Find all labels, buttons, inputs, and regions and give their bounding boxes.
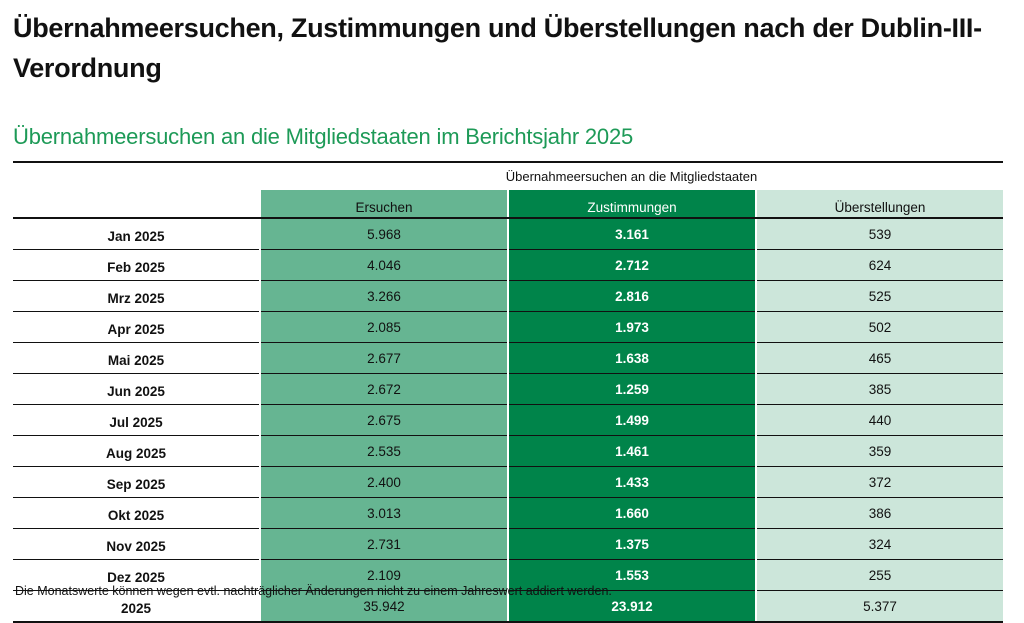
table-row: Sep 2025 2.400 1.433 372 <box>13 466 1004 498</box>
row-label: Feb 2025 <box>13 249 260 281</box>
empty-cell <box>13 190 260 219</box>
cell-ueberstellungen: 465 <box>756 342 1004 374</box>
table-row: Jan 2025 5.968 3.161 539 <box>13 218 1004 250</box>
row-label: Mai 2025 <box>13 342 260 374</box>
cell-ueberstellungen: 385 <box>756 373 1004 405</box>
group-header: Übernahmeersuchen an die Mitgliedstaaten <box>505 169 758 184</box>
table-row: Jun 2025 2.672 1.259 385 <box>13 373 1004 405</box>
cell-ersuchen: 2.731 <box>259 528 509 560</box>
cell-ersuchen: 4.046 <box>259 249 509 281</box>
cell-ersuchen: 5.968 <box>259 218 509 250</box>
cell-zustimmungen: 2.816 <box>507 280 757 312</box>
cell-ersuchen: 3.266 <box>259 280 509 312</box>
cell-ueberstellungen: 255 <box>756 559 1004 591</box>
table-subtitle: Übernahmeersuchen an die Mitgliedstaaten… <box>13 124 634 149</box>
cell-ueberstellungen: 525 <box>756 280 1004 312</box>
cell-ueberstellungen: 359 <box>756 435 1004 467</box>
cell-ersuchen: 2.675 <box>259 404 509 436</box>
dublin-table: Übernahmeersuchen an die Mitgliedstaaten… <box>13 161 1004 623</box>
row-label: Sep 2025 <box>13 466 260 498</box>
column-header-zustimmungen: Zustimmungen <box>507 190 757 219</box>
row-label: Okt 2025 <box>13 497 260 529</box>
cell-zustimmungen: 1.638 <box>507 342 757 374</box>
column-header-ersuchen: Ersuchen <box>259 190 509 219</box>
row-label: Mrz 2025 <box>13 280 260 312</box>
row-label: Jun 2025 <box>13 373 260 405</box>
cell-ersuchen: 2.400 <box>259 466 509 498</box>
row-label: Jul 2025 <box>13 404 260 436</box>
cell-ersuchen: 2.535 <box>259 435 509 467</box>
cell-zustimmungen: 3.161 <box>507 218 757 250</box>
cell-zustimmungen: 1.433 <box>507 466 757 498</box>
table-row: Okt 2025 3.013 1.660 386 <box>13 497 1004 529</box>
cell-ueberstellungen: 372 <box>756 466 1004 498</box>
row-label: Jan 2025 <box>13 218 260 250</box>
cell-ersuchen: 2.677 <box>259 342 509 374</box>
cell-zustimmungen: 1.375 <box>507 528 757 560</box>
cell-zustimmungen: 1.660 <box>507 497 757 529</box>
table-row: Jul 2025 2.675 1.499 440 <box>13 404 1004 436</box>
table-row: Nov 2025 2.731 1.375 324 <box>13 528 1004 560</box>
table-row: Apr 2025 2.085 1.973 502 <box>13 311 1004 343</box>
cell-ersuchen: 2.109 <box>259 559 509 591</box>
empty-cell <box>13 162 260 190</box>
cell-ersuchen: 2.672 <box>259 373 509 405</box>
cell-ersuchen: 2.085 <box>259 311 509 343</box>
table-row: Mrz 2025 3.266 2.816 525 <box>13 280 1004 312</box>
table-row: Aug 2025 2.535 1.461 359 <box>13 435 1004 467</box>
cell-zustimmungen: 1.973 <box>507 311 757 343</box>
cell-zustimmungen: 1.461 <box>507 435 757 467</box>
cell-ueberstellungen: 539 <box>756 218 1004 250</box>
table-row: Mai 2025 2.677 1.638 465 <box>13 342 1004 374</box>
cell-ueberstellungen: 440 <box>756 404 1004 436</box>
table-row: Dez 2025 2.109 1.553 255 <box>13 559 1004 591</box>
cell-ueberstellungen: 386 <box>756 497 1004 529</box>
table-row: Feb 2025 4.046 2.712 624 <box>13 249 1004 281</box>
row-label: Aug 2025 <box>13 435 260 467</box>
page-title: Übernahmeersuchen, Zustimmungen und Über… <box>13 13 982 83</box>
cell-zustimmungen: 1.499 <box>507 404 757 436</box>
column-header-ueberstellungen: Überstellungen <box>756 190 1004 219</box>
cell-zustimmungen: 1.553 <box>507 559 757 591</box>
row-label: Nov 2025 <box>13 528 260 560</box>
row-label: Dez 2025 <box>13 559 260 591</box>
cell-ersuchen: 3.013 <box>259 497 509 529</box>
cell-ueberstellungen: 624 <box>756 249 1004 281</box>
footnote: Die Monatswerte können wegen evtl. nacht… <box>15 584 612 598</box>
cell-ueberstellungen: 324 <box>756 528 1004 560</box>
cell-zustimmungen: 1.259 <box>507 373 757 405</box>
cell-ueberstellungen: 5.377 <box>756 590 1004 623</box>
cell-zustimmungen: 2.712 <box>507 249 757 281</box>
row-label: Apr 2025 <box>13 311 260 343</box>
cell-ueberstellungen: 502 <box>756 311 1004 343</box>
